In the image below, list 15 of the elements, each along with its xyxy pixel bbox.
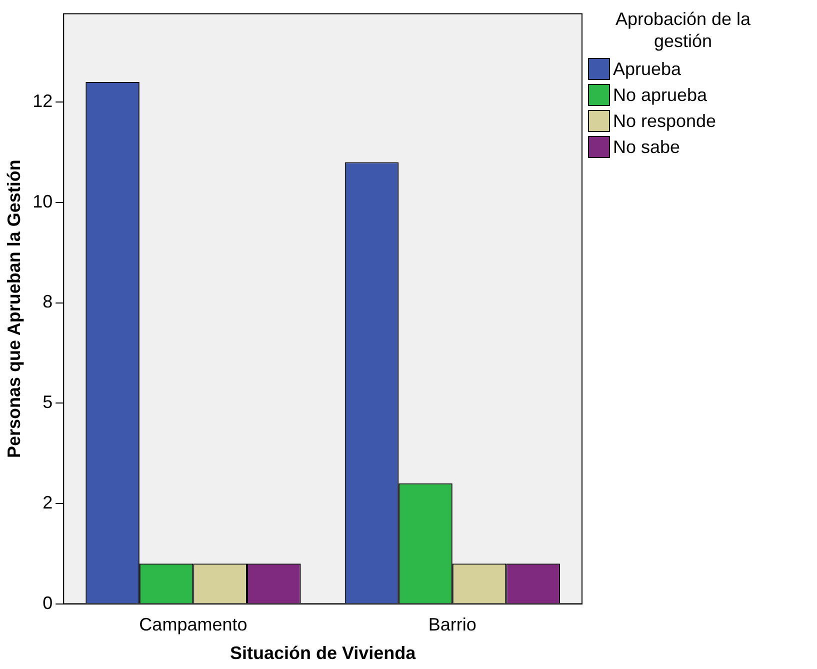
legend-label: No sabe [613, 136, 680, 158]
legend-label: Aprueba [613, 58, 682, 80]
y-tick-label: 8 [42, 292, 53, 312]
x-tick-label: Barrio [428, 614, 476, 635]
y-tick-label: 12 [32, 91, 53, 112]
x-axis-title: Situación de Vivienda [230, 643, 417, 664]
y-tick-label: 0 [42, 592, 53, 613]
y-tick-label: 5 [42, 392, 53, 412]
legend-title: Aprobación de la gestión [614, 8, 752, 52]
legend-label: No aprueba [613, 84, 708, 106]
legend-label: No responde [613, 110, 716, 132]
y-tick-label: 2 [42, 492, 53, 512]
y-tick-label: 10 [32, 191, 53, 212]
x-tick-label: Campamento [139, 614, 248, 635]
y-axis-title: Personas que Aprueban la Gestión [4, 160, 24, 458]
